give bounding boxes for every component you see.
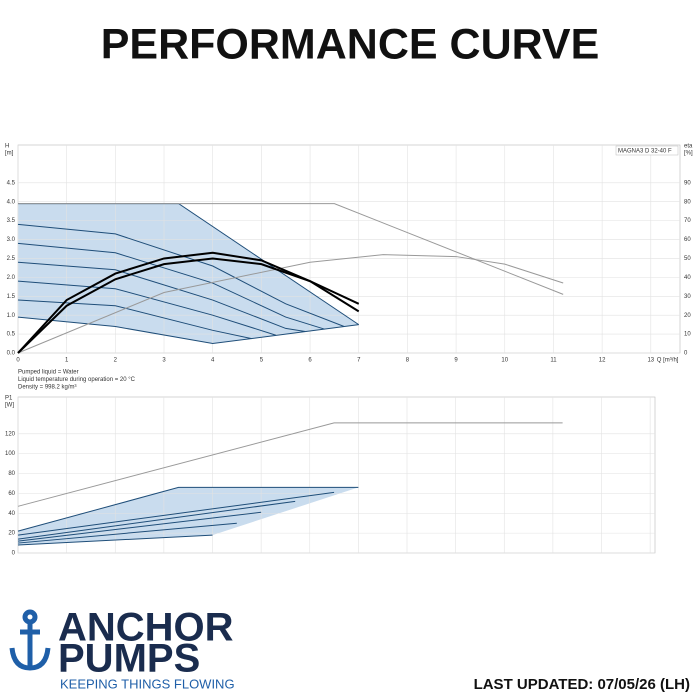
x-tick-label: 3: [162, 358, 166, 364]
x-tick-label: 7: [357, 358, 361, 364]
y-tick-label: 0: [12, 551, 16, 557]
y-axis-label: H: [5, 144, 9, 150]
series-line: [17, 522, 237, 544]
note: Density = 998.2 kg/m³: [18, 385, 77, 391]
logo-icon: [9, 609, 51, 671]
series-line: [17, 511, 262, 542]
y-tick-label: 120: [5, 431, 16, 437]
x-tick-label: 8: [406, 358, 410, 364]
x-tick-label: 0: [16, 358, 20, 364]
note: Pumped liquid = Water: [18, 370, 79, 376]
y2-axis-unit: [%]: [684, 151, 693, 157]
y2-tick-label: 70: [684, 218, 691, 224]
charts: 0 1 2 3 4 5 6 7 8 9 10 11 12 130.00.51.01.52.02.53.03…: [5, 144, 693, 557]
y2-tick-label: 40: [684, 275, 691, 281]
series-line: [17, 486, 359, 532]
y2-tick-label: 20: [684, 313, 691, 319]
series-line: [17, 299, 252, 340]
tagline: KEEPING THINGS FLOWING: [60, 676, 235, 691]
series-line: [17, 316, 359, 345]
y-tick-label: 4.0: [7, 199, 16, 205]
series-line: [17, 257, 360, 354]
x-tick-label: 11: [550, 358, 557, 364]
note: Liquid temperature during operation = 20…: [18, 377, 136, 383]
y-tick-label: 0.0: [7, 351, 16, 357]
series-line: [17, 534, 213, 546]
x-tick-label: 10: [501, 358, 508, 364]
x-tick-label: 9: [454, 358, 458, 364]
x-tick-label: 5: [260, 358, 264, 364]
brand-name: PUMPS: [58, 637, 200, 681]
y2-tick-label: 10: [684, 332, 691, 338]
series-line: [17, 422, 563, 507]
y-tick-label: 2.0: [7, 275, 16, 281]
y2-tick-label: 90: [684, 180, 691, 186]
y-axis-label: P1: [5, 396, 13, 402]
series-line: [18, 203, 564, 295]
y-tick-label: 2.5: [7, 256, 16, 262]
series-line: [17, 280, 277, 336]
y-tick-label: 3.5: [7, 218, 16, 224]
y-tick-label: 0.5: [7, 332, 16, 338]
x-tick-label: 2: [114, 358, 118, 364]
y-tick-label: 40: [8, 511, 15, 517]
x-tick-label: 6: [308, 358, 312, 364]
last-updated: LAST UPDATED: 07/05/26 (LH): [474, 676, 690, 693]
series-line: [17, 242, 325, 330]
y-tick-label: 20: [8, 531, 15, 537]
x-tick-label: 13: [647, 358, 654, 364]
y2-axis-label: eta: [684, 144, 693, 150]
y-tick-label: 80: [8, 471, 15, 477]
y-tick-label: 1.5: [7, 294, 16, 300]
y-axis-unit: [W]: [5, 403, 14, 409]
y2-tick-label: 60: [684, 237, 691, 243]
y-tick-label: 60: [8, 491, 15, 497]
operating-area: [18, 203, 359, 344]
y-axis-unit: [m]: [5, 151, 14, 157]
y2-tick-label: 30: [684, 294, 691, 300]
series-line: [17, 500, 296, 540]
series-line: [17, 254, 564, 354]
brand-name: ANCHOR: [58, 606, 234, 650]
y2-tick-label: 0: [684, 351, 688, 357]
x-tick-label: 1: [65, 358, 69, 364]
y-tick-label: 3.0: [7, 237, 16, 243]
series-line: [17, 223, 345, 327]
series-line: [17, 491, 335, 536]
y-tick-label: 100: [5, 451, 16, 457]
y2-tick-label: 50: [684, 256, 691, 262]
y2-tick-label: 80: [684, 199, 691, 205]
legend-box: [615, 145, 679, 156]
x-tick-label: 12: [599, 358, 606, 364]
y-tick-label: 4.5: [7, 180, 16, 186]
x-tick-label: 4: [211, 358, 215, 364]
y-tick-label: 1.0: [7, 313, 16, 319]
series-line: [17, 261, 306, 332]
legend-text: MAGNA3 D 32-40 F: [618, 149, 672, 155]
x-axis-label: Q [m³/h]: [657, 358, 679, 364]
page-title: PERFORMANCE CURVE: [101, 20, 600, 68]
